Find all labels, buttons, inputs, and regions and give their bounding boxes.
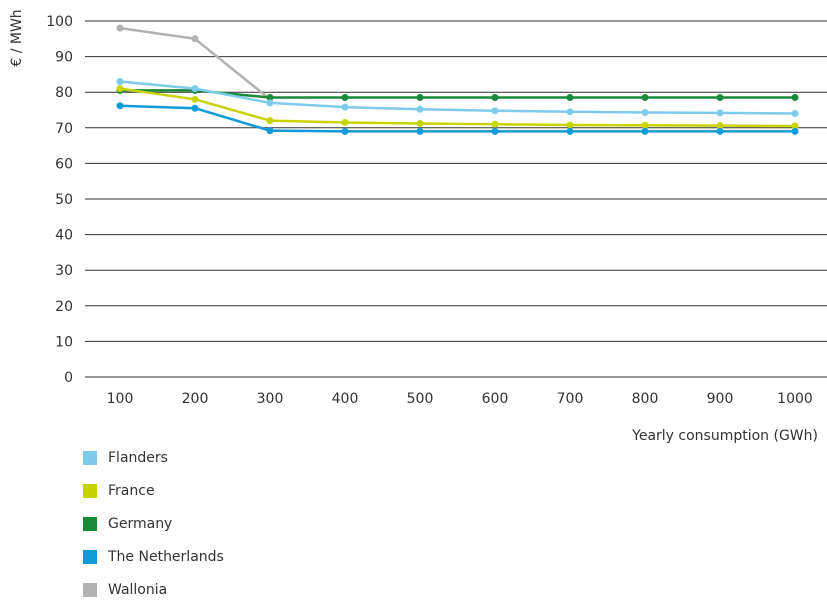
data-point-germany	[641, 94, 649, 102]
y-tick-label: 90	[55, 50, 73, 66]
data-point-germany	[416, 94, 424, 102]
x-tick-label: 1000	[777, 391, 813, 407]
data-point-flanders	[416, 105, 424, 113]
data-point-the-netherlands	[416, 127, 424, 135]
data-point-flanders	[566, 108, 574, 116]
data-point-france	[191, 95, 199, 103]
series-flanders	[116, 78, 799, 118]
data-point-the-netherlands	[641, 127, 649, 135]
gridlines	[85, 20, 827, 378]
legend-swatch	[83, 549, 97, 564]
y-tick-label: 0	[64, 370, 73, 386]
data-point-the-netherlands	[791, 127, 799, 135]
x-tick-label: 200	[182, 391, 209, 407]
data-point-france	[416, 120, 424, 128]
x-tick-label: 600	[482, 391, 509, 407]
data-point-france	[566, 121, 574, 129]
data-point-the-netherlands	[266, 127, 274, 135]
legend-label: The Netherlands	[108, 548, 224, 565]
y-tick-label: 100	[46, 14, 73, 30]
y-tick-label: 20	[55, 299, 73, 315]
data-point-france	[341, 118, 349, 126]
x-axis-label: Yearly consumption (GWh)	[631, 428, 818, 444]
data-point-france	[491, 120, 499, 128]
x-tick-label: 500	[407, 391, 434, 407]
legend-swatch	[83, 516, 97, 531]
legend-item-wallonia: Wallonia	[83, 573, 224, 606]
series-france	[116, 85, 799, 130]
data-point-flanders	[641, 108, 649, 116]
series-the-netherlands	[116, 102, 799, 135]
series-line-germany	[120, 89, 795, 99]
legend-label: France	[108, 482, 155, 499]
legend-label: Wallonia	[108, 581, 168, 598]
legend: Flanders France Germany The Netherlands Wall…	[83, 441, 224, 606]
data-point-the-netherlands	[191, 104, 199, 112]
data-point-france	[116, 85, 124, 93]
data-point-flanders	[266, 99, 274, 107]
x-tick-label: 700	[557, 391, 584, 407]
legend-swatch	[83, 483, 97, 498]
x-tick-label: 800	[632, 391, 659, 407]
x-tick-label: 400	[332, 391, 359, 407]
data-point-flanders	[791, 110, 799, 118]
data-point-the-netherlands	[491, 127, 499, 135]
x-axis-ticks: 100 200 300 400 500 600 700 800 900 1000	[107, 391, 813, 407]
y-tick-label: 70	[55, 121, 73, 137]
data-point-germany	[716, 94, 724, 102]
legend-label: Germany	[108, 515, 173, 532]
data-point-france	[716, 122, 724, 130]
legend-item-flanders: Flanders	[83, 441, 224, 474]
data-point-the-netherlands	[716, 127, 724, 135]
series-line-france	[119, 87, 796, 128]
data-point-wallonia	[116, 24, 124, 32]
series-line-flanders	[119, 80, 796, 115]
data-point-flanders	[116, 78, 124, 86]
legend-item-the-netherlands: The Netherlands	[83, 540, 224, 573]
data-point-germany	[566, 94, 574, 102]
data-point-france	[641, 121, 649, 129]
data-point-flanders	[341, 103, 349, 111]
y-tick-label: 60	[55, 156, 73, 172]
data-point-france	[791, 122, 799, 130]
data-point-the-netherlands	[116, 102, 124, 110]
y-tick-label: 80	[55, 85, 73, 101]
data-point-germany	[266, 94, 274, 102]
data-point-flanders	[191, 85, 199, 93]
legend-item-germany: Germany	[83, 507, 224, 540]
legend-item-france: France	[83, 474, 224, 507]
x-tick-label: 900	[707, 391, 734, 407]
series-wallonia	[116, 24, 271, 101]
series-lines	[116, 24, 799, 135]
legend-swatch	[83, 582, 97, 597]
y-axis-ticks: 0 10 20 30 40 50 60 70 80 90 100	[46, 14, 73, 386]
y-tick-label: 10	[55, 334, 73, 350]
x-tick-label: 100	[107, 391, 134, 407]
series-line-the-netherlands	[119, 104, 795, 133]
y-axis-label: € / MWh	[9, 9, 25, 66]
data-point-germany	[791, 94, 799, 102]
line-chart: 0 10 20 30 40 50 60 70 80 90 100 100 200 300 400 500 60…	[9, 9, 827, 444]
data-point-the-netherlands	[566, 127, 574, 135]
data-point-flanders	[491, 107, 499, 115]
y-tick-label: 50	[55, 192, 73, 208]
data-point-germany	[491, 94, 499, 102]
data-point-flanders	[716, 109, 724, 117]
legend-label: Flanders	[108, 449, 168, 466]
y-tick-label: 30	[55, 263, 73, 279]
y-tick-label: 40	[55, 228, 73, 244]
legend-swatch	[83, 450, 97, 465]
data-point-germany	[341, 94, 349, 102]
data-point-france	[266, 117, 274, 125]
data-point-wallonia	[191, 35, 199, 43]
x-tick-label: 300	[257, 391, 284, 407]
data-point-the-netherlands	[341, 127, 349, 135]
